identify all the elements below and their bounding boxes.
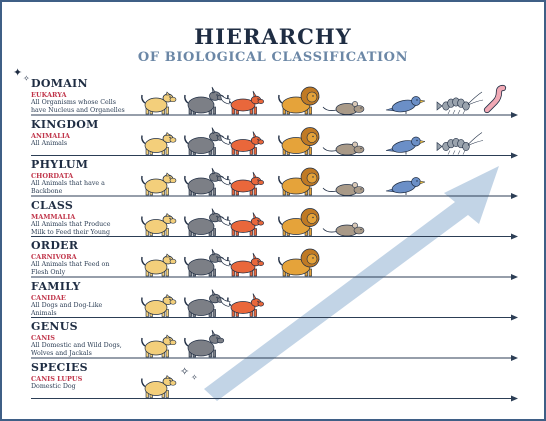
worm-icon xyxy=(483,84,507,114)
mouse-icon xyxy=(322,182,365,196)
level-taxon: CARNIVORA xyxy=(31,253,77,261)
lion-icon xyxy=(278,248,320,277)
level-description: All Animals that have a xyxy=(31,180,105,187)
wolf-icon xyxy=(184,208,225,236)
sparkle-icon: ✦ xyxy=(13,66,23,79)
level-description: All Dogs and Dog-Like xyxy=(31,301,103,309)
level-taxon: CANIS xyxy=(31,334,55,342)
fox-icon xyxy=(220,212,264,236)
level-taxon: ANIMALIA xyxy=(31,131,70,140)
level-description: Backbone xyxy=(31,188,63,195)
level-name: ORDER xyxy=(31,239,79,252)
level-label: CLASS MAMMALIA All Animals that Produce Mil… xyxy=(31,198,131,237)
arrowhead-icon xyxy=(511,233,518,240)
mouse-icon xyxy=(322,141,365,156)
arrowhead-icon xyxy=(511,395,518,402)
level-description: All Animals that Feed on xyxy=(31,261,110,268)
level-label: GENUS CANIS All Domestic and Wild Dogs, Wol… xyxy=(31,321,131,358)
lion-icon xyxy=(278,167,320,196)
level-name: FAMILY xyxy=(31,279,81,293)
dog-icon xyxy=(141,172,177,196)
level-label: DOMAIN EUKARYA All Organisms whose Cells ha… xyxy=(31,78,131,115)
level-name: DOMAIN xyxy=(31,77,88,90)
arrowhead-icon xyxy=(511,314,518,321)
level-name: SPECIES xyxy=(31,360,88,374)
level-name: GENUS xyxy=(31,320,78,333)
dog-icon xyxy=(141,374,177,398)
level-label: PHYLUM CHORDATA All Animals that have a Bac… xyxy=(31,159,131,196)
wolf-icon xyxy=(184,289,225,317)
mouse-icon xyxy=(322,222,365,237)
wolf-icon xyxy=(184,329,225,358)
level-label: SPECIES CANIS LUPUS Domestic Dog xyxy=(31,360,131,391)
wolf-icon xyxy=(184,127,225,155)
level-label: FAMILY CANIDAE All Dogs and Dog-Like Animal… xyxy=(31,279,131,318)
bird-icon xyxy=(385,96,426,114)
fox-icon xyxy=(220,171,264,196)
lion-icon xyxy=(278,86,320,115)
level-description: All Organisms whose Cells xyxy=(31,99,117,106)
level-description: Wolves and Jackals xyxy=(31,350,92,357)
level-taxon: CHORDATA xyxy=(31,172,74,180)
bird-icon xyxy=(385,136,426,155)
level-label: ORDER CARNIVORA All Animals that Feed on Fl… xyxy=(31,240,131,277)
level-name: KINGDOM xyxy=(31,117,99,131)
level-description: All Domestic and Wild Dogs, xyxy=(31,342,122,349)
arrowhead-icon xyxy=(511,112,518,118)
bird-icon xyxy=(385,177,426,195)
dog-icon xyxy=(141,334,177,358)
dog-icon xyxy=(141,131,177,155)
dog-icon xyxy=(141,212,177,236)
fox-icon xyxy=(220,131,264,155)
level-taxon: CANIS LUPUS xyxy=(31,374,83,383)
dog-icon xyxy=(141,293,177,317)
sparkle-icon: ✧ xyxy=(191,372,198,382)
level-description: Milk to Feed their Young xyxy=(31,228,111,236)
level-description: All Animals that Produce xyxy=(31,220,111,228)
shrimp-icon xyxy=(436,91,484,115)
level-taxon: EUKARYA xyxy=(31,91,67,99)
fox-icon xyxy=(220,90,264,115)
level-description: All Animals xyxy=(31,139,68,147)
lion-icon xyxy=(278,208,320,236)
wolf-icon xyxy=(184,86,225,115)
level-description: Flesh Only xyxy=(31,269,66,276)
sparkle-icon: ✧ xyxy=(23,74,30,83)
diagram-title: HIERARCHY xyxy=(194,24,352,49)
diagram-subtitle: OF BIOLOGICAL CLASSIFICATION xyxy=(137,50,409,65)
arrowhead-icon xyxy=(511,355,518,361)
trend-arrow-icon xyxy=(204,166,499,401)
arrowhead-icon xyxy=(511,193,518,199)
wolf-icon xyxy=(184,248,225,277)
level-name: PHYLUM xyxy=(31,158,89,171)
level-name: CLASS xyxy=(31,198,74,212)
arrowhead-icon xyxy=(511,274,518,280)
level-description: have Nucleus and Organelles xyxy=(31,107,125,114)
dog-icon xyxy=(141,91,177,115)
sparkle-icon: ✧ xyxy=(180,364,190,378)
mouse-icon xyxy=(322,101,365,115)
level-description: Animals xyxy=(31,309,57,317)
level-taxon: CANIDAE xyxy=(31,293,66,302)
level-label: KINGDOM ANIMALIA All Animals xyxy=(31,117,131,148)
fox-icon xyxy=(220,293,264,317)
level-taxon: MAMMALIA xyxy=(31,212,76,221)
wolf-icon xyxy=(184,167,225,196)
level-description: Domestic Dog xyxy=(31,382,76,390)
arrowhead-icon xyxy=(511,152,518,159)
shrimp-icon xyxy=(436,132,484,155)
lion-icon xyxy=(278,127,320,155)
dog-icon xyxy=(141,253,177,277)
fox-icon xyxy=(220,252,264,277)
